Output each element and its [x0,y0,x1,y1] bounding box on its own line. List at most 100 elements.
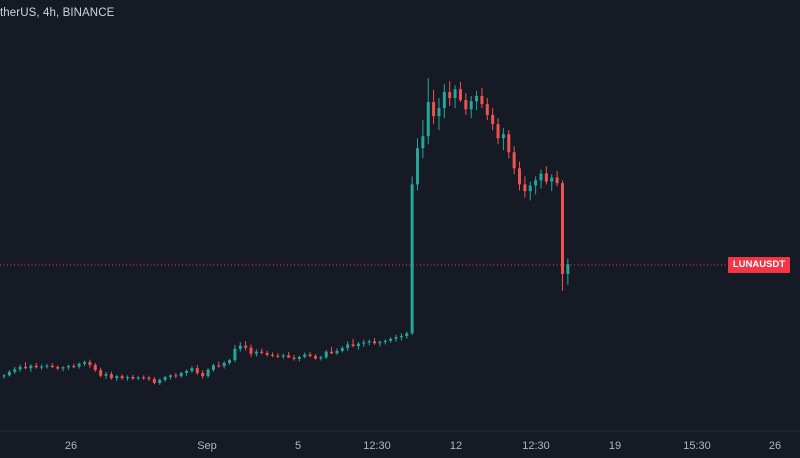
candle-body [23,366,27,369]
candle-body [131,376,135,379]
candle-body [512,152,516,169]
candle-body [335,350,339,354]
x-tick-label: 26 [65,440,77,452]
x-tick-label: 19 [609,440,621,452]
candle-body [77,363,81,367]
candle-body [163,376,167,380]
candle-body [56,366,60,369]
x-tick-label: 15:30 [683,440,711,452]
candle-body [158,379,162,383]
symbol-header: therUS, 4h, BINANCE [0,7,115,19]
candle-body [378,342,382,344]
candle-body [475,96,479,102]
candle-body [491,114,495,125]
price-label-badge: LUNAUSDT [728,257,790,273]
candle-body [2,375,6,377]
candle-body [281,355,285,357]
candle-body [319,357,323,359]
candle-body [217,365,221,367]
candle-body [29,365,33,369]
candle-body [83,362,87,364]
candle-body [432,102,436,117]
candle-body [324,351,328,358]
candle-body [206,369,210,377]
candle-body [201,372,205,377]
candle-body [426,102,430,137]
candle-body [356,343,360,347]
x-tick-label: 26 [769,440,781,452]
x-tick-label: 5 [295,440,301,452]
candle-body [99,370,103,376]
candle-body [313,356,317,359]
candle-body [190,368,194,371]
candle-body [66,366,70,368]
time-axis[interactable]: 26 Sep 5 12:30 12 12:30 19 15:30 26 [65,440,781,452]
candle-body [442,92,446,109]
candle-body [453,89,457,99]
x-tick-label: 12:30 [363,440,391,452]
candle-body [287,355,291,358]
candles-group [2,78,570,385]
candle-body [437,108,441,117]
candle-body [501,134,505,139]
candle-body [104,374,108,376]
candle-body [555,177,559,184]
candle-body [238,345,242,349]
candle-body [276,355,280,357]
candle-body [126,376,130,379]
candle-body [346,344,350,349]
candle-body [340,348,344,351]
candle-body [109,374,113,379]
candle-body [244,345,248,348]
candle-body [308,354,312,357]
candle-body [544,173,548,182]
candle-body [560,183,564,274]
candle-body [120,376,124,379]
candle-body [518,168,522,185]
candle-body [297,356,301,359]
candle-body [410,184,414,334]
candle-body [115,376,119,379]
candle-body [195,368,199,373]
candle-body [40,366,44,368]
candle-body [383,340,387,343]
candle-body [228,360,232,363]
candle-body [18,366,22,370]
candle-body [507,134,511,153]
candle-body [179,372,183,377]
candle-body [523,184,527,192]
candle-body [72,366,76,368]
candle-body [539,173,543,181]
candle-body [362,342,366,344]
candle-body [254,351,258,354]
candle-body [394,337,398,339]
candle-body [480,96,484,105]
candle-body [469,101,473,110]
candle-body [448,92,452,99]
candle-body [185,370,189,373]
candle-body [330,351,334,354]
candle-body [351,344,355,347]
candle-body [496,124,500,139]
candle-body [421,136,425,149]
x-tick-label: 12 [450,440,462,452]
candle-body [136,377,140,379]
candle-body [405,333,409,337]
candle-body [260,351,264,353]
candle-body [222,362,226,367]
candle-body [7,371,11,376]
candle-body [550,177,554,182]
candle-body [528,185,532,192]
candle-body [265,352,269,355]
candle-body [45,365,49,367]
candle-body [399,336,403,338]
candle-body [147,377,151,379]
candle-body [534,180,538,186]
candle-body [233,348,237,361]
candle-body [50,365,54,367]
candle-body [389,338,393,341]
candle-body [566,264,570,274]
candle-body [13,369,17,372]
candle-body [174,375,178,377]
